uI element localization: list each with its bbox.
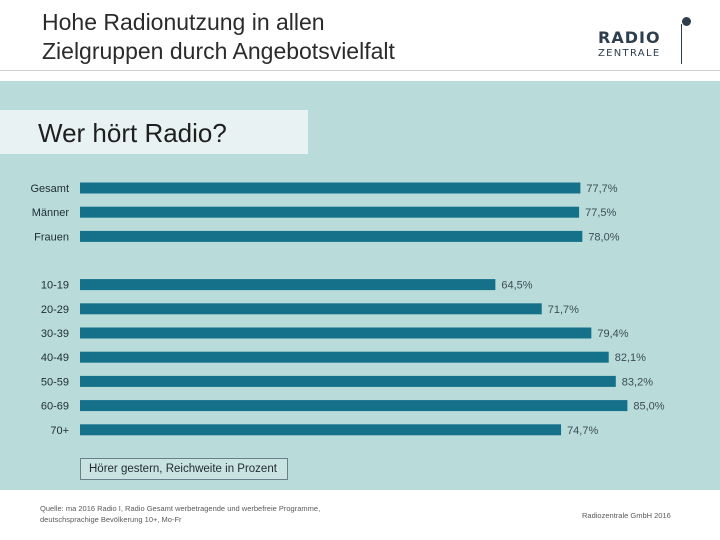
source-line-1: Quelle: ma 2016 Radio I, Radio Gesamt we… <box>40 504 321 513</box>
title-line-2: Zielgruppen durch Angebotsvielfalt <box>42 38 395 64</box>
value-label: 82,1% <box>615 352 646 364</box>
logo-word-zentrale: ZENTRALE <box>598 48 661 59</box>
page-title: Hohe Radionutzung in allen Zielgruppen d… <box>42 8 562 66</box>
bar-50-59 <box>80 375 616 387</box>
category-label: 30-39 <box>41 328 69 340</box>
category-label: 70+ <box>50 425 69 437</box>
subtitle-box <box>0 110 308 154</box>
copyright-note: Radiozentrale GmbH 2016 <box>582 511 671 520</box>
value-label: 71,7% <box>548 304 579 316</box>
bar-20-29 <box>80 303 542 315</box>
category-label: Frauen <box>34 231 69 243</box>
source-line-2: deutschsprachige Bevölkerung 10+, Mo-Fr <box>40 515 182 524</box>
bar-40-49 <box>80 351 609 363</box>
value-label: 64,5% <box>501 280 532 292</box>
logo-antenna-dot <box>682 17 691 26</box>
value-label: 77,5% <box>585 207 616 219</box>
value-label: 85,0% <box>633 401 664 413</box>
value-label: 74,7% <box>567 425 598 437</box>
bar-m-nner <box>80 206 580 218</box>
chart-subtitle: Wer hört Radio? <box>38 118 227 148</box>
value-label: 79,4% <box>597 328 628 340</box>
bar-chart: Gesamt 77,7% Männer 77,5% Frauen 78,0% 10-19 64… <box>30 182 665 437</box>
category-label: 60-69 <box>41 401 69 413</box>
title-line-1: Hohe Radionutzung in allen <box>42 9 325 35</box>
legend-text: Hörer gestern, Reichweite in Prozent <box>89 463 277 475</box>
bar-30-39 <box>80 327 592 339</box>
value-label: 83,2% <box>622 376 653 388</box>
bar-60-69 <box>80 400 628 412</box>
bar-10-19 <box>80 279 496 291</box>
logo-antenna-line <box>681 24 682 64</box>
category-label: 50-59 <box>41 376 69 388</box>
radio-zentrale-logo: RADIO ZENTRALE <box>598 17 702 68</box>
chart-panel: Wer hört Radio? Gesamt 77,7% Männer 77,5% Fr… <box>0 81 720 490</box>
legend-box: Hörer gestern, Reichweite in Prozent <box>80 458 288 480</box>
bar-gesamt <box>80 182 581 194</box>
bar-frauen <box>80 230 583 242</box>
logo-word-radio: RADIO <box>598 28 661 47</box>
category-label: 20-29 <box>41 304 69 316</box>
value-label: 77,7% <box>586 183 617 195</box>
category-label: Gesamt <box>30 183 69 195</box>
header-divider <box>0 70 720 71</box>
category-label: 10-19 <box>41 280 69 292</box>
value-label: 78,0% <box>588 231 619 243</box>
category-label: Männer <box>32 207 70 219</box>
source-note: Quelle: ma 2016 Radio I, Radio Gesamt we… <box>40 503 320 525</box>
bar-70+ <box>80 424 562 436</box>
category-label: 40-49 <box>41 352 69 364</box>
